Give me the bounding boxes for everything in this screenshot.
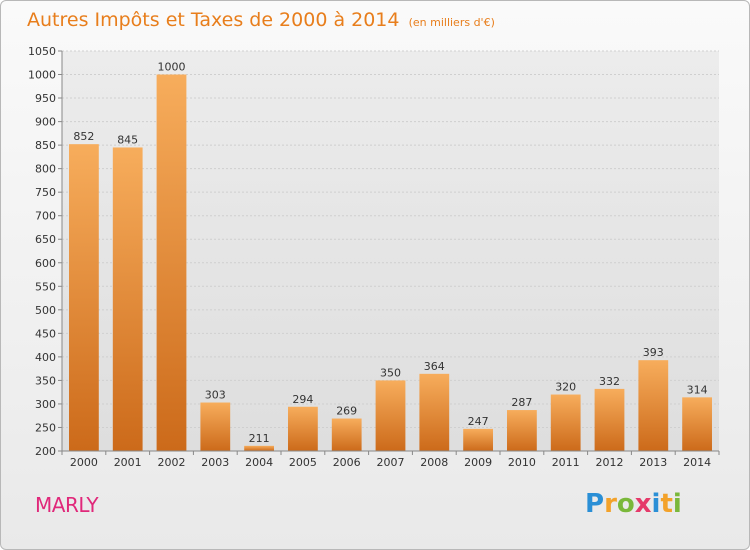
x-tick-label: 2006 — [333, 456, 361, 469]
x-tick-label: 2011 — [552, 456, 580, 469]
bar — [463, 428, 493, 451]
y-tick-label: 450 — [35, 327, 56, 340]
title-row: Autres Impôts et Taxes de 2000 à 2014 (e… — [27, 9, 495, 31]
bar — [112, 147, 143, 451]
y-tick-label: 700 — [35, 210, 56, 223]
x-tick-label: 2013 — [639, 456, 667, 469]
y-tick-label: 650 — [35, 233, 56, 246]
bar — [419, 373, 450, 451]
y-tick-label: 300 — [35, 398, 56, 411]
y-tick-label: 800 — [35, 163, 56, 176]
logo-letter: x — [634, 489, 652, 519]
x-tick-label: 2001 — [114, 456, 142, 469]
x-tick-label: 2004 — [245, 456, 273, 469]
x-tick-label: 2014 — [683, 456, 711, 469]
bar-value-label: 287 — [511, 396, 532, 409]
bar — [156, 74, 187, 451]
bar-value-label: 393 — [643, 346, 664, 359]
x-tick-label: 2000 — [70, 456, 98, 469]
y-tick-label: 1050 — [28, 45, 56, 58]
y-tick-label: 250 — [35, 421, 56, 434]
bar — [594, 388, 625, 451]
bar-value-label: 269 — [336, 405, 357, 418]
logo-letter: P — [585, 489, 605, 519]
chart-title: Autres Impôts et Taxes de 2000 à 2014 — [27, 9, 400, 31]
y-tick-label: 350 — [35, 374, 56, 387]
x-tick-label: 2005 — [289, 456, 317, 469]
bar — [288, 406, 318, 451]
y-tick-label: 750 — [35, 186, 56, 199]
x-tick-label: 2012 — [596, 456, 624, 469]
bar — [682, 397, 712, 451]
bar-value-label: 1000 — [158, 61, 186, 74]
y-tick-label: 600 — [35, 257, 56, 270]
bar-value-label: 852 — [73, 130, 94, 143]
y-tick-label: 200 — [35, 445, 56, 458]
location-label: MARLY — [35, 493, 99, 517]
x-tick-label: 2009 — [464, 456, 492, 469]
bar — [200, 402, 231, 451]
bar-value-label: 364 — [424, 360, 445, 373]
bar — [507, 410, 537, 451]
bar-value-label: 332 — [599, 375, 620, 388]
bar-value-label: 314 — [687, 383, 708, 396]
x-tick-label: 2002 — [158, 456, 186, 469]
bar — [331, 418, 362, 451]
logo-letter: r — [604, 489, 617, 519]
bar-value-label: 211 — [249, 432, 270, 445]
y-tick-label: 550 — [35, 280, 56, 293]
bar-value-label: 350 — [380, 366, 401, 379]
bar-value-label: 247 — [468, 415, 489, 428]
x-tick-label: 2007 — [377, 456, 405, 469]
y-tick-label: 400 — [35, 351, 56, 364]
y-tick-label: 900 — [35, 116, 56, 129]
logo-letter: o — [616, 489, 635, 519]
y-tick-label: 850 — [35, 139, 56, 152]
bar — [375, 380, 406, 451]
proxiti-logo[interactable]: Proxiti — [585, 489, 682, 519]
x-tick-label: 2008 — [420, 456, 448, 469]
y-tick-label: 500 — [35, 304, 56, 317]
bar-value-label: 294 — [292, 393, 313, 406]
x-tick-label: 2010 — [508, 456, 536, 469]
logo-letter: i — [672, 489, 682, 519]
bar — [638, 360, 669, 451]
bar-value-label: 320 — [555, 381, 576, 394]
bar — [550, 394, 581, 451]
bar — [244, 445, 274, 451]
x-tick-label: 2003 — [201, 456, 229, 469]
y-tick-label: 950 — [35, 92, 56, 105]
y-tick-label: 1000 — [28, 69, 56, 82]
bar — [69, 144, 99, 452]
logo-letter: t — [660, 489, 673, 519]
bar-value-label: 303 — [205, 389, 226, 402]
bar-value-label: 845 — [117, 133, 138, 146]
chart-subtitle: (en milliers d'€) — [408, 16, 495, 29]
logo-letter: i — [651, 489, 661, 519]
